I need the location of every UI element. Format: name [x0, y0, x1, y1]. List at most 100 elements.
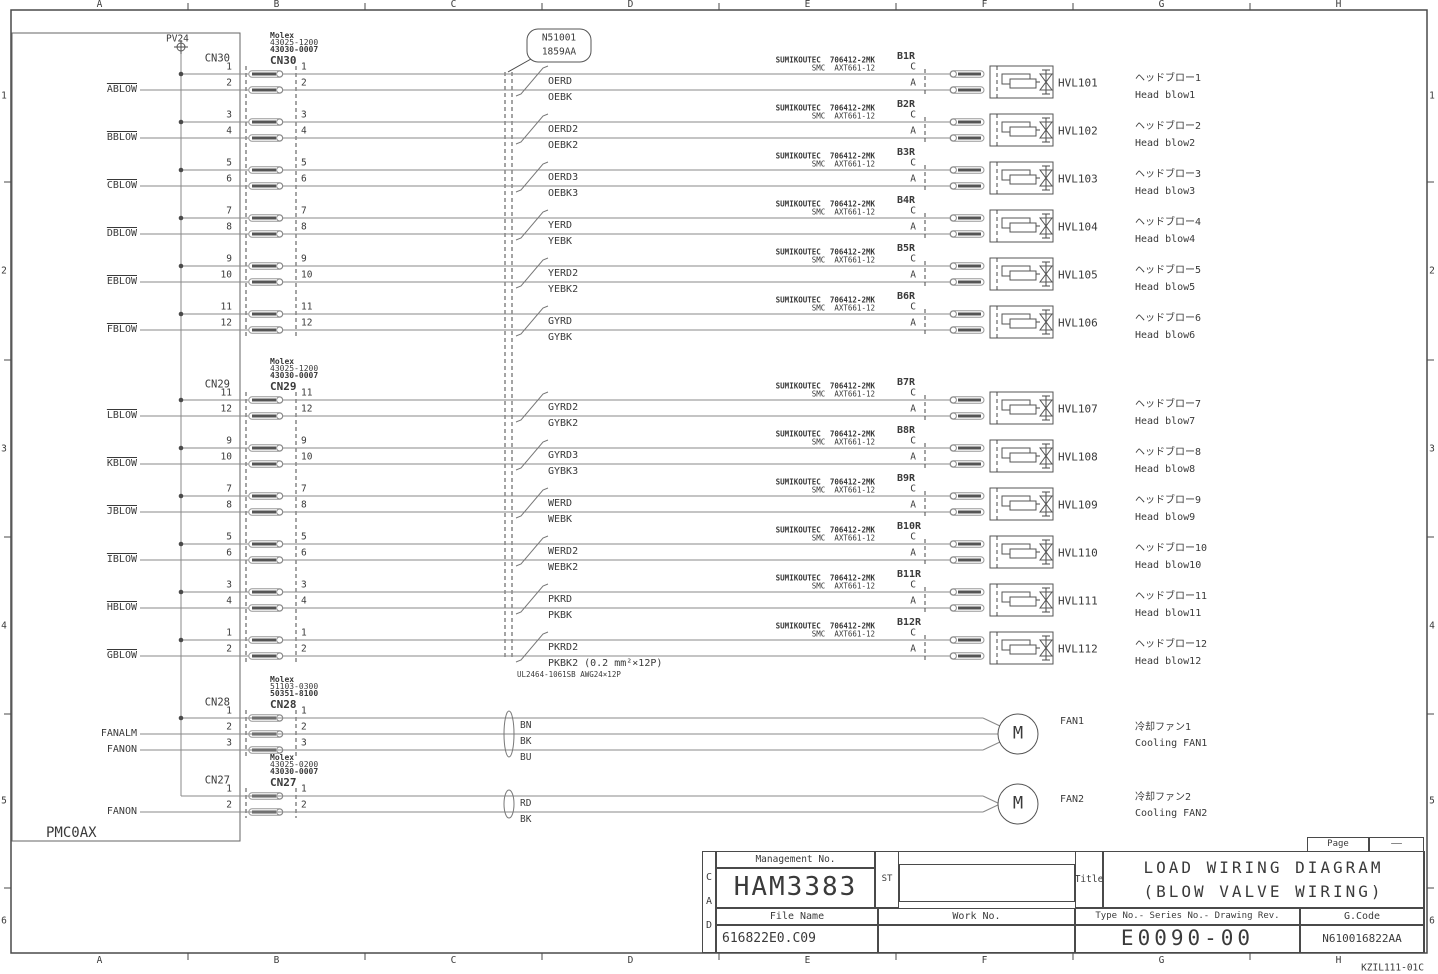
connector-part-number: 43030-0007: [270, 767, 319, 776]
wire-label: YERD: [548, 220, 573, 231]
fan-wire-label: BU: [520, 752, 532, 763]
frame-row-right-3: 3: [1429, 442, 1435, 454]
motor-symbol: M: [1012, 723, 1024, 744]
cad-letter: C: [705, 872, 713, 883]
wire-label: GYBK: [548, 332, 573, 343]
connector-id-bold: CN30: [270, 54, 297, 67]
valve-vendor-line1: SUMIKOUTEC 706412-2MK: [775, 295, 875, 305]
pin-number: 12: [301, 317, 313, 329]
wire-label: WERD: [548, 498, 573, 509]
terminal-tag: B12R: [897, 617, 922, 628]
valve-name-en: Head blow7: [1135, 416, 1196, 427]
frame-col-top-B: B: [273, 0, 280, 10]
valve-vendor-line1: SUMIKOUTEC 706412-2MK: [775, 429, 875, 439]
valve-vendor-line1: SUMIKOUTEC 706412-2MK: [775, 573, 875, 583]
valve-name-en: Head blow3: [1135, 186, 1196, 197]
terminal-pin-label: A: [910, 547, 916, 559]
valve-id: HVL108: [1058, 450, 1098, 464]
pin-number: 9: [301, 435, 307, 447]
wire-label: PKBK2 (0.2 mm²×12P): [548, 658, 663, 669]
terminal-tag: B8R: [897, 425, 916, 436]
frame-col-bottom-D: D: [627, 955, 634, 966]
fan-wire-label: BN: [520, 720, 532, 731]
valve-name-en: Head blow11: [1135, 608, 1202, 619]
terminal-pin-label: A: [910, 221, 916, 233]
connector-maker: Molex: [270, 753, 295, 762]
connector-id-bold: CN27: [270, 776, 297, 789]
wire-label: GYRD: [548, 316, 573, 327]
type-no-value: E0090-00: [1075, 925, 1300, 953]
wire-label: OEBK3: [548, 188, 579, 199]
cad-letter: D: [705, 920, 713, 931]
pin-number: 1: [301, 627, 307, 639]
terminal-tag: B10R: [897, 521, 922, 532]
connector-id-bold: CN28: [270, 698, 297, 711]
title-label-box: Title: [1075, 851, 1103, 908]
wire-label: GYRD3: [548, 450, 579, 461]
page-label-box: Page: [1307, 837, 1369, 852]
connector-part-number: 43030-0007: [270, 45, 319, 54]
valve-id: HVL103: [1058, 172, 1098, 186]
valve-name-en: Head blow2: [1135, 138, 1196, 149]
pin-number: 1: [301, 705, 307, 717]
pin-number: 3: [301, 579, 307, 591]
pin-number: 2: [226, 799, 232, 811]
wire-label: OERD3: [548, 172, 579, 183]
page-value-box: ——: [1369, 837, 1424, 852]
work-no-header: Work No.: [878, 908, 1075, 925]
wire-label: OERD: [548, 76, 573, 87]
pin-number: 4: [226, 595, 232, 607]
valve-name-en: Head blow4: [1135, 234, 1196, 245]
pin-number: 1: [301, 783, 307, 795]
cad-letter: A: [705, 896, 713, 907]
frame-col-top-H: H: [1335, 0, 1342, 10]
frame-row-right-4: 4: [1429, 619, 1435, 631]
valve-vendor-line2: SMC AXT661-12: [811, 629, 875, 639]
frame-col-bottom-G: G: [1158, 955, 1165, 966]
management-no-value: HAM3383: [716, 868, 875, 908]
pin-number: 2: [301, 643, 307, 655]
terminal-pin-label: C: [910, 483, 916, 495]
frame-row-right-2: 2: [1429, 265, 1435, 277]
power-rail-label: PV24: [166, 33, 189, 45]
pin-number: 3: [301, 109, 307, 121]
valve-id: HVL107: [1058, 402, 1098, 416]
st-value-box: [899, 864, 1075, 902]
valve-vendor-line2: SMC AXT661-12: [811, 389, 875, 399]
terminal-pin-label: C: [910, 579, 916, 591]
frame-col-top-A: A: [96, 0, 103, 10]
pin-number: 12: [301, 403, 313, 415]
valve-vendor-line1: SUMIKOUTEC 706412-2MK: [775, 247, 875, 257]
valve-id: HVL110: [1058, 546, 1098, 560]
connector-id: CN29: [204, 378, 230, 391]
wire-label: OEBK: [548, 92, 573, 103]
type-no-header: Type No.- Series No.- Drawing Rev.: [1075, 908, 1300, 925]
terminal-pin-label: C: [910, 435, 916, 447]
valve-vendor-line2: SMC AXT661-12: [811, 437, 875, 447]
wire-label: WERD2: [548, 546, 579, 557]
valve-name-jp: ヘッドブロー9: [1135, 495, 1202, 506]
valve-vendor-line1: SUMIKOUTEC 706412-2MK: [775, 621, 875, 631]
pin-number: 11: [220, 301, 232, 313]
valve-id: HVL111: [1058, 594, 1098, 608]
wire-label: YERD2: [548, 268, 579, 279]
form-code: KZIL111-01C: [1361, 962, 1424, 974]
pin-number: 9: [301, 253, 307, 265]
pin-number: 9: [226, 253, 232, 265]
wire-label: YEBK: [548, 236, 573, 247]
fan-tag: FAN1: [1060, 716, 1085, 727]
valve-vendor-line1: SUMIKOUTEC 706412-2MK: [775, 151, 875, 161]
valve-vendor-line2: SMC AXT661-12: [811, 159, 875, 169]
valve-name-jp: ヘッドブロー5: [1135, 265, 1202, 276]
wire-label: GYRD2: [548, 402, 579, 413]
connector-id: CN30: [204, 52, 230, 65]
pin-number: 5: [301, 157, 307, 169]
valve-vendor-line2: SMC AXT661-12: [811, 111, 875, 121]
signal-label: FANALM: [100, 728, 137, 739]
valve-vendor-line2: SMC AXT661-12: [811, 533, 875, 543]
pin-number: 10: [301, 269, 313, 281]
valve-vendor-line1: SUMIKOUTEC 706412-2MK: [775, 381, 875, 391]
frame-row-right-1: 1: [1429, 90, 1435, 102]
valve-vendor-line1: SUMIKOUTEC 706412-2MK: [775, 55, 875, 65]
